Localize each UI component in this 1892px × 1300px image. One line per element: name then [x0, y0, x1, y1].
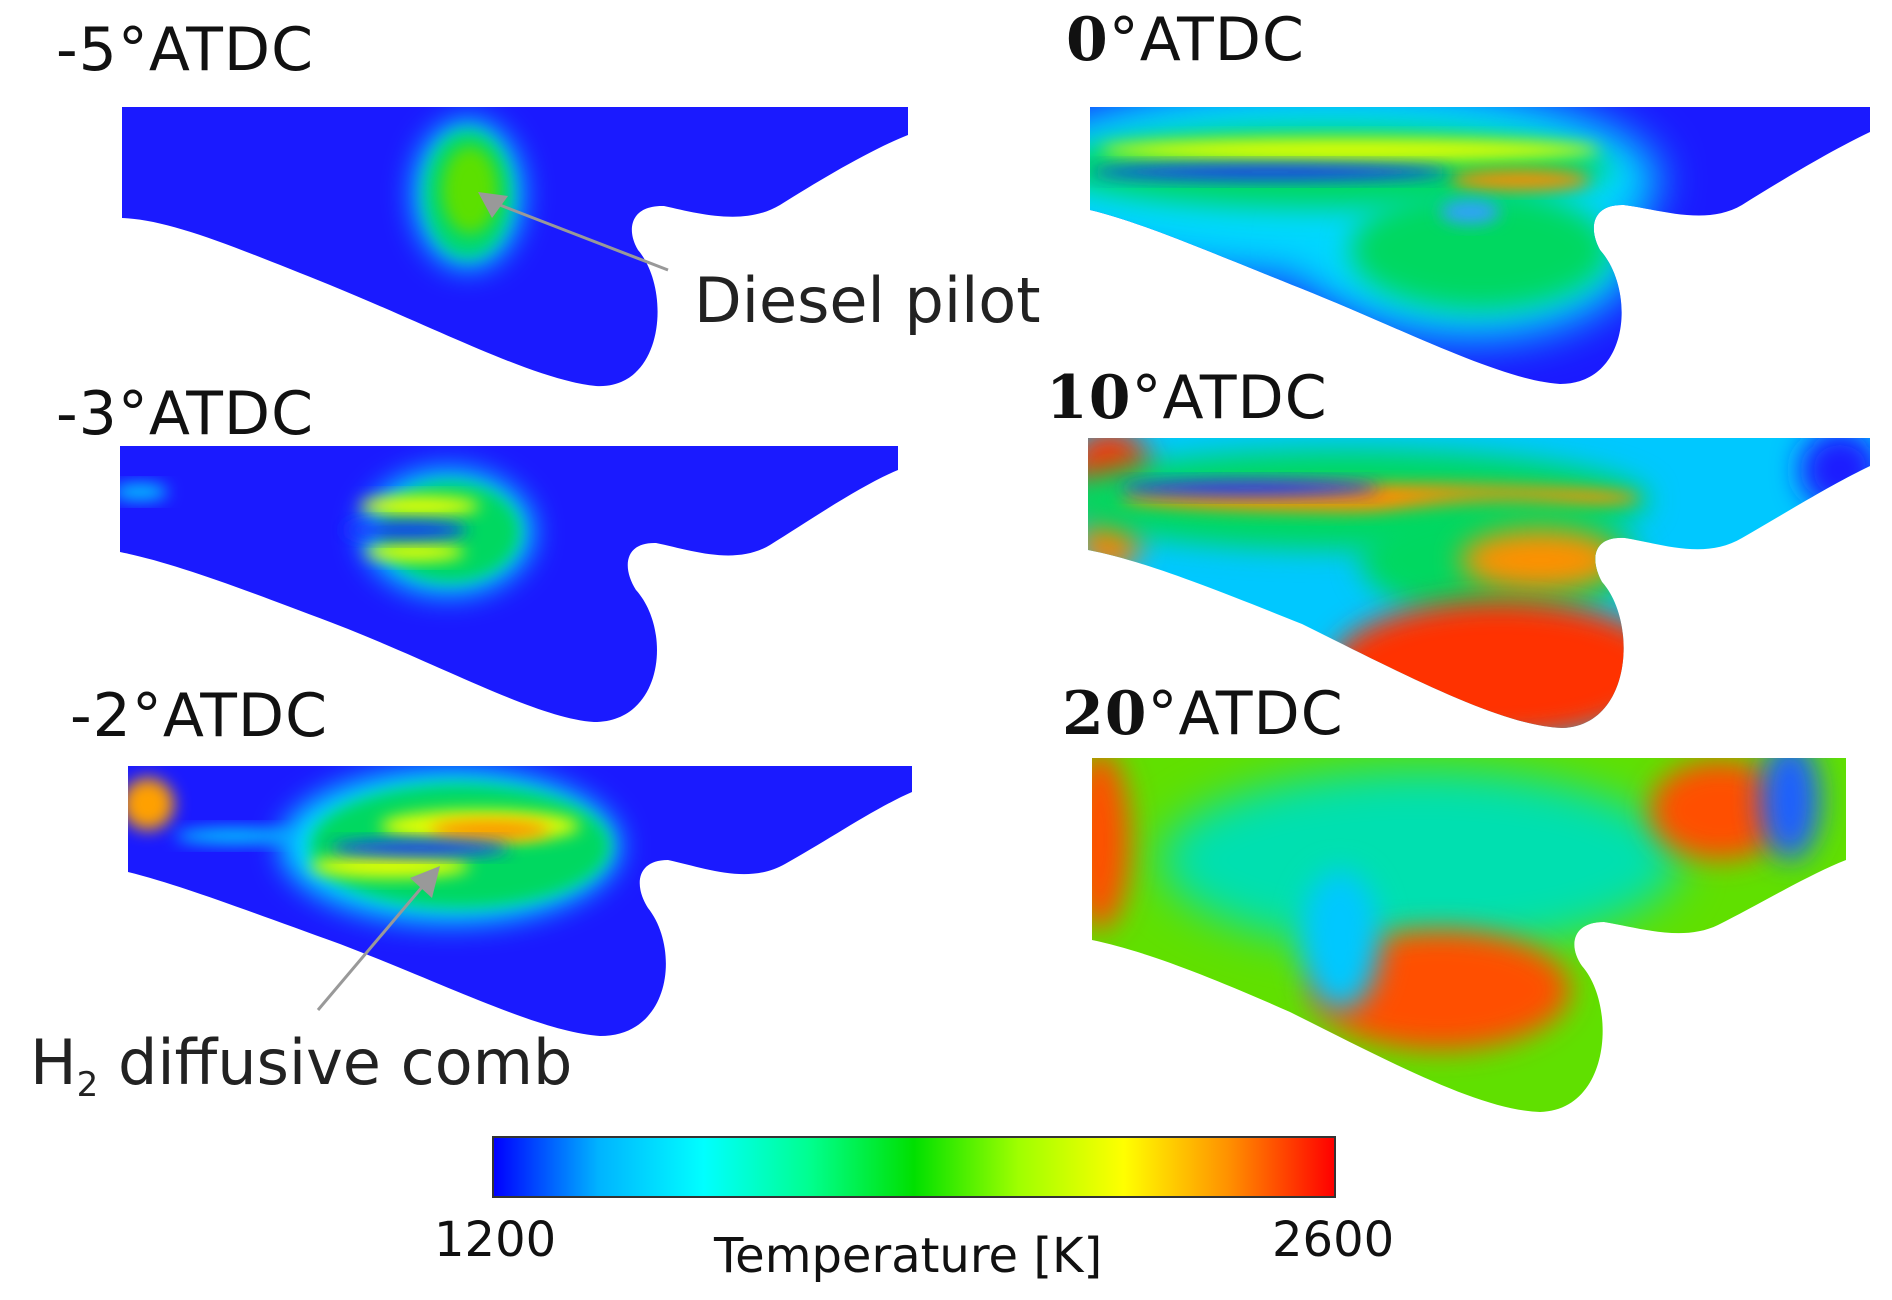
colorbar: [492, 1136, 1336, 1198]
panel-title-p10: 10°ATDC: [1046, 363, 1328, 433]
diesel-pilot-label: Diesel pilot: [694, 264, 1041, 337]
field-m3: [120, 446, 898, 722]
panel-title-p0: 0°ATDC: [1066, 5, 1305, 75]
colorbar-title: Temperature [K]: [714, 1228, 1103, 1284]
h2-comb-arrow: [316, 866, 440, 1011]
field-p0: [1090, 107, 1870, 384]
panel-title-m3: -3°ATDC: [56, 379, 314, 449]
diesel-pilot-arrow: [478, 192, 669, 272]
colorbar-gradient: [494, 1138, 1334, 1196]
h2-diffusive-comb-label: H2 diffusive comb: [30, 1026, 573, 1105]
field-m2: [128, 766, 912, 1036]
panel-title-m5: -5°ATDC: [56, 15, 314, 85]
panel-title-p20: 20°ATDC: [1062, 679, 1344, 749]
colorbar-max-label: 2600: [1272, 1212, 1395, 1268]
field-p10: [1088, 438, 1870, 728]
panel-title-m2: -2°ATDC: [70, 681, 328, 751]
colorbar-min-label: 1200: [434, 1212, 557, 1268]
field-m5: [122, 107, 908, 387]
field-p20: [1092, 758, 1846, 1112]
